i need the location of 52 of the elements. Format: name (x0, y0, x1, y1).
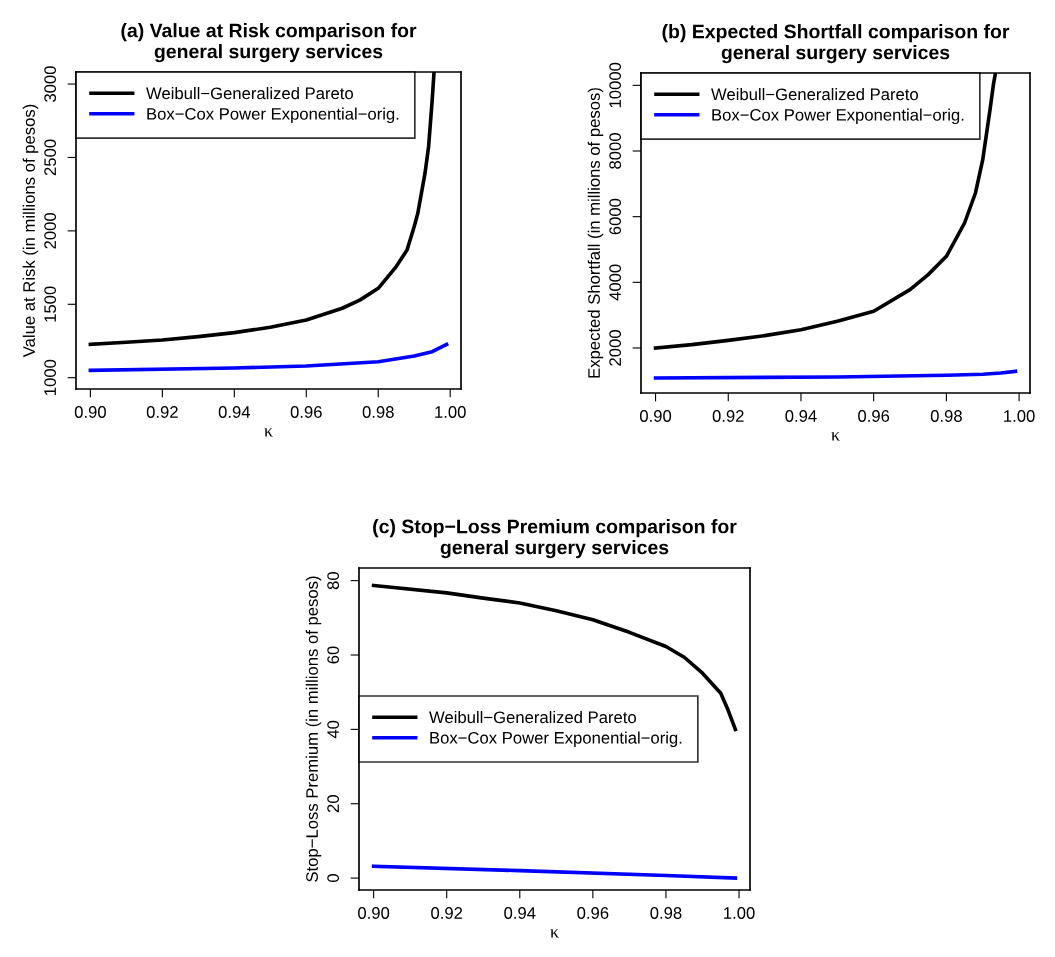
x-tick-label: 1.00 (724, 907, 755, 919)
x-tick-label: 0.92 (712, 410, 744, 422)
line-series (653, 369, 1018, 380)
y-tick-label: 3000 (44, 66, 57, 102)
y-tick-label: 1500 (44, 286, 57, 322)
chart-title: (a) Value at Risk comparison for general surgery services (121, 23, 417, 63)
x-tick-label: 1.00 (1004, 410, 1035, 422)
y-tick-label: 2500 (44, 139, 57, 176)
x-tick-label: 0.98 (650, 907, 682, 919)
x-axis-title: κ (550, 929, 559, 938)
y-tick-label: 20 (327, 795, 340, 813)
y-tick-label: 6000 (609, 198, 622, 235)
y-tick-label: 2000 (44, 212, 57, 249)
line-series (371, 864, 738, 880)
x-tick-label: 0.94 (504, 907, 536, 919)
legend-label: Weibull−Generalized Pareto (711, 88, 918, 101)
y-tick-label: 4000 (609, 264, 622, 301)
x-tick-label: 0.92 (146, 406, 178, 418)
y-tick-label: 10000 (609, 62, 622, 108)
y-tick-label: 60 (327, 646, 340, 664)
x-tick-label: 0.90 (639, 410, 672, 422)
x-tick-label: 0.90 (74, 406, 106, 418)
y-tick-label: 80 (327, 572, 340, 590)
chart-title: (c) Stop−Loss Premium comparison for general surgery services (373, 519, 737, 559)
chart-title: (b) Expected Shortfall comparison for general surgery services (662, 24, 1010, 64)
y-tick-label: 40 (327, 720, 340, 739)
line-series (371, 583, 738, 732)
x-tick-label: 0.98 (362, 406, 394, 418)
y-tick-label: 0 (327, 874, 340, 883)
x-tick-label: 0.94 (218, 406, 251, 418)
y-axis-title: Value at Risk (in millions of pesos) (22, 104, 39, 358)
x-tick-label: 1.00 (435, 406, 466, 418)
legend-label: Weibull−Generalized Pareto (146, 87, 353, 100)
x-tick-label: 0.98 (930, 410, 962, 422)
legend-label: Box−Cox Power Exponential−orig. (712, 108, 964, 125)
x-tick-label: 0.96 (290, 406, 322, 418)
x-tick-label: 0.96 (577, 907, 609, 919)
x-tick-label: 0.96 (858, 410, 890, 422)
y-tick-label: 8000 (609, 133, 622, 169)
y-tick-label: 1000 (44, 359, 57, 395)
x-tick-label: 0.92 (431, 907, 463, 919)
legend-label: Box−Cox Power Exponential−orig. (430, 731, 682, 748)
y-axis-title: Expected Shortfall (in millions of pesos) (587, 88, 604, 378)
x-axis-title: κ (831, 432, 840, 441)
y-axis-title: Stop−Loss Premium (in millions of pesos) (305, 576, 322, 882)
x-tick-label: 0.90 (358, 907, 390, 919)
legend-label: Box−Cox Power Exponential−orig. (147, 107, 399, 124)
x-tick-label: 0.94 (785, 410, 817, 422)
legend-label: Weibull−Generalized Pareto (429, 710, 636, 724)
x-axis-title: κ (264, 428, 273, 437)
y-tick-label: 2000 (609, 330, 622, 366)
line-series (88, 342, 449, 373)
